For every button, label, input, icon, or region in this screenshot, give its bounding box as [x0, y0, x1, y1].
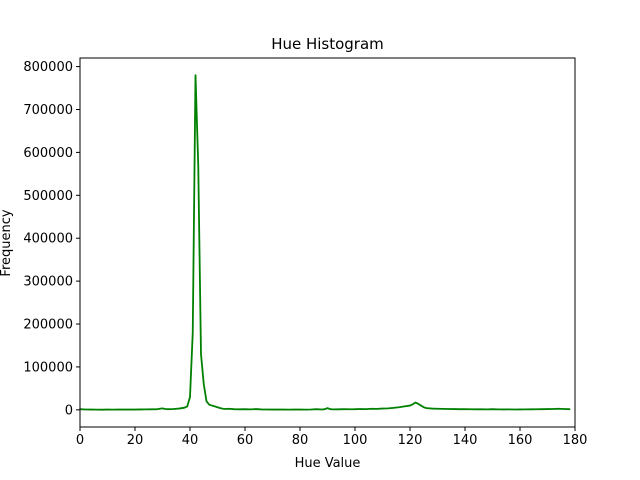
y-tick-label: 200000: [23, 318, 73, 333]
x-tick-label: 120: [398, 433, 423, 448]
y-tick-label: 100000: [23, 360, 73, 375]
y-tick-label: 0: [65, 403, 73, 418]
x-tick-label: 80: [292, 433, 309, 448]
y-tick-label: 600000: [23, 146, 73, 161]
x-tick-label: 100: [343, 433, 368, 448]
x-axis-label: Hue Value: [295, 456, 361, 471]
chart-title: Hue Histogram: [271, 35, 384, 53]
x-axis-ticks: 0 20 40 60 80 100 120 140 160 180: [76, 427, 588, 448]
y-tick-label: 300000: [23, 275, 73, 290]
x-tick-label: 40: [182, 433, 199, 448]
x-tick-label: 160: [508, 433, 533, 448]
x-tick-label: 60: [237, 433, 254, 448]
y-tick-label: 500000: [23, 189, 73, 204]
x-tick-label: 140: [453, 433, 478, 448]
y-axis-ticks: 0 100000 200000 300000 400000 500000 600000 700…: [23, 60, 80, 418]
series-line-hue-frequency: [79, 74, 571, 411]
y-tick-label: 400000: [23, 232, 73, 247]
x-tick-label: 0: [76, 433, 84, 448]
plot-area-frame: [79, 57, 576, 428]
y-axis-label: Frequency: [0, 209, 14, 276]
y-tick-label: 800000: [23, 60, 73, 75]
x-tick-label: 180: [563, 433, 588, 448]
y-tick-label: 700000: [23, 103, 73, 118]
x-tick-label: 20: [127, 433, 144, 448]
